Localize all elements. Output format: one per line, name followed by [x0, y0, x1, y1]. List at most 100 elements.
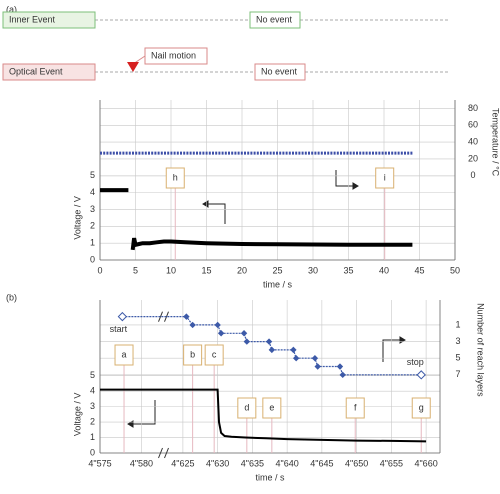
y-tick-label: 5	[90, 370, 95, 380]
point	[290, 346, 297, 354]
x-tick-label: 4"575	[88, 458, 111, 468]
annotation-box	[375, 167, 395, 189]
y-axis-title: Voltage / V	[72, 196, 82, 240]
y-tick-label: 4	[90, 187, 95, 197]
annotation-box	[411, 397, 431, 419]
point	[292, 354, 300, 362]
point	[183, 313, 190, 320]
point	[265, 338, 273, 345]
annotation-box	[262, 397, 282, 419]
annotation-label: b	[190, 349, 195, 359]
y2-tick-label: 0	[470, 170, 475, 180]
point	[339, 371, 346, 379]
event-marker	[127, 62, 139, 72]
x-tick-label: 25	[272, 265, 282, 275]
x-tick-label: 10	[166, 265, 176, 275]
panel-label: (b)	[6, 292, 17, 302]
point	[268, 346, 276, 354]
event-box	[144, 47, 208, 65]
x-tick-label: 45	[414, 265, 424, 275]
annotation-label: f	[354, 402, 357, 412]
x-tick-label: 4"640	[276, 458, 299, 468]
x-tick-label: 4"635	[241, 458, 264, 468]
x-tick-label: 4"660	[414, 458, 437, 468]
y-tick-label: 1	[90, 238, 95, 248]
y-tick-label: 2	[90, 416, 95, 426]
annotation-box	[165, 167, 185, 189]
line	[130, 237, 413, 251]
x-tick-label: 5	[133, 265, 138, 275]
annotation-box	[345, 397, 365, 419]
point	[217, 330, 225, 337]
annotation-box	[237, 397, 257, 419]
y-tick-label: 2	[90, 221, 95, 231]
x-tick-label: 15	[201, 265, 211, 275]
point	[311, 354, 319, 362]
x-tick-label: 50	[450, 265, 460, 275]
x-axis-title: time / s	[255, 472, 285, 482]
annotation-label: c	[212, 349, 217, 359]
x-tick-label: 4"630	[206, 458, 229, 468]
point	[214, 321, 221, 329]
annotation-label: h	[173, 172, 178, 182]
y2-tick-label: 20	[468, 153, 478, 163]
x-tick-label: 20	[237, 265, 247, 275]
point	[240, 330, 248, 337]
annotation-label: d	[244, 402, 249, 412]
point	[336, 363, 344, 370]
event-box	[249, 11, 301, 29]
event-box	[2, 63, 96, 81]
x-tick-label: 4"650	[345, 458, 368, 468]
y2-tick-label: 3	[455, 336, 460, 346]
y2-tick-label: 40	[468, 136, 478, 146]
x-tick-label: 4"645	[310, 458, 333, 468]
event-item: No event	[256, 14, 293, 24]
line-y2	[122, 316, 422, 376]
annotation-label: g	[419, 402, 424, 412]
annotation-label: i	[384, 172, 386, 182]
x-axis-title: time / s	[263, 279, 293, 289]
point	[117, 311, 128, 322]
y-tick-label: 0	[90, 447, 95, 457]
line	[100, 388, 427, 443]
point	[314, 363, 321, 370]
y-tick-label: 1	[90, 432, 95, 442]
y2-axis-title: Temperature / °C	[491, 108, 500, 177]
event-item: No event	[261, 66, 298, 76]
y-tick-label: 4	[90, 386, 95, 396]
stop-label: stop	[407, 357, 424, 367]
y-tick-label: 3	[90, 204, 95, 214]
y2-axis-title: Number of reach layers	[476, 303, 486, 397]
x-tick-label: 4"625	[171, 458, 194, 468]
y2-tick-label: 80	[468, 103, 478, 113]
y2-tick-label: 7	[455, 369, 460, 379]
event-box	[254, 63, 306, 81]
y2-tick-label: 1	[455, 319, 460, 329]
point	[189, 321, 196, 329]
x-tick-label: 40	[379, 265, 389, 275]
axis-break	[158, 447, 169, 459]
event-item: Nail motion	[151, 50, 196, 60]
y-tick-label: 3	[90, 401, 95, 411]
event-box	[2, 11, 96, 29]
y-tick-label: 5	[90, 170, 95, 180]
event-label: Optical Event	[9, 66, 63, 76]
panel-label: (a)	[6, 4, 17, 14]
annotation-box	[183, 344, 203, 366]
start-label: start	[110, 324, 128, 334]
x-tick-label: 35	[343, 265, 353, 275]
point	[243, 338, 251, 345]
annotation-box	[114, 344, 134, 366]
annotation-label: e	[269, 402, 274, 412]
annotation-box	[204, 344, 224, 366]
arrows	[127, 170, 406, 428]
x-tick-label: 4"580	[130, 458, 153, 468]
y2-tick-label: 5	[455, 353, 460, 363]
x-tick-label: 30	[308, 265, 318, 275]
y-tick-label: 0	[90, 254, 95, 264]
point	[416, 370, 426, 380]
axis-break	[158, 311, 169, 322]
y2-tick-label: 60	[468, 120, 478, 130]
event-label: Inner Event	[9, 14, 56, 24]
